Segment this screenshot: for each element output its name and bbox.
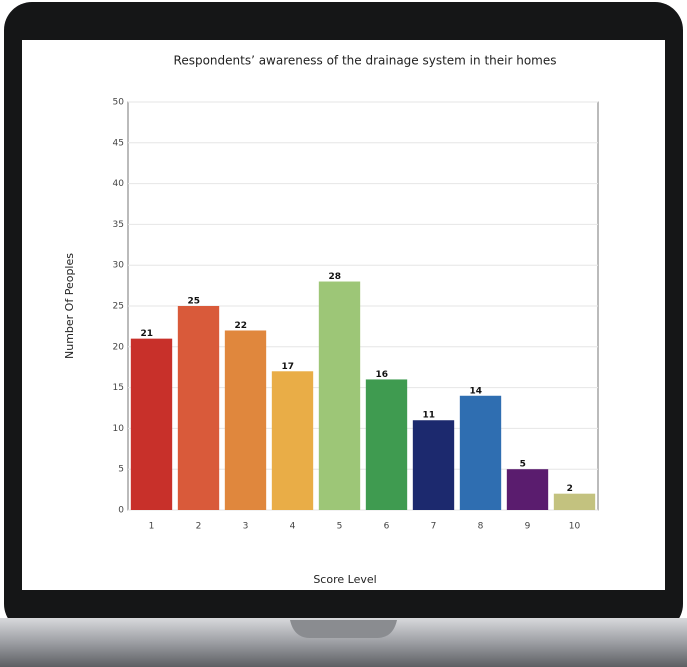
y-tick-label: 20 [113,342,125,352]
value-label: 25 [188,297,201,307]
x-axis-label: Score Level [313,573,376,586]
x-tick-label: 3 [243,522,249,532]
bar [553,493,596,510]
value-label: 14 [470,386,483,396]
x-tick-label: 5 [337,522,343,532]
x-tick-label: 2 [196,522,202,532]
x-tick-label: 1 [149,522,155,532]
value-label: 21 [141,329,154,339]
y-tick-label: 5 [118,465,124,475]
bar [318,281,361,510]
y-tick-label: 25 [113,302,124,312]
y-axis-label: Number Of Peoples [63,253,76,359]
value-label: 22 [235,321,248,331]
value-label: 5 [520,460,526,470]
y-tick-label: 45 [113,138,124,148]
value-label: 28 [329,272,342,282]
x-tick-label: 10 [569,522,581,532]
y-tick-label: 0 [118,506,124,516]
x-tick-label: 8 [478,522,484,532]
y-tick-label: 10 [113,424,125,434]
bar [412,420,455,510]
bar [130,338,173,510]
bar [506,469,549,510]
y-tick-label: 30 [113,261,125,271]
value-label: 11 [423,411,436,421]
chart-title: Respondents’ awareness of the drainage s… [174,54,557,68]
x-tick-label: 6 [384,522,390,532]
x-tick-label: 4 [290,522,296,532]
bar [177,306,220,510]
bar [224,330,267,510]
bar [459,395,502,510]
value-label: 16 [376,370,389,380]
y-tick-label: 15 [113,383,124,393]
bar [271,371,314,510]
y-tick-label: 35 [113,220,124,230]
value-label: 17 [282,362,295,372]
x-tick-label: 7 [431,522,437,532]
value-label: 2 [567,484,573,494]
bar [365,379,408,510]
chart: Respondents’ awareness of the drainage s… [63,54,599,586]
laptop-notch [290,620,397,638]
y-tick-label: 50 [113,98,125,108]
y-tick-label: 40 [113,179,125,189]
x-tick-label: 9 [525,522,531,532]
